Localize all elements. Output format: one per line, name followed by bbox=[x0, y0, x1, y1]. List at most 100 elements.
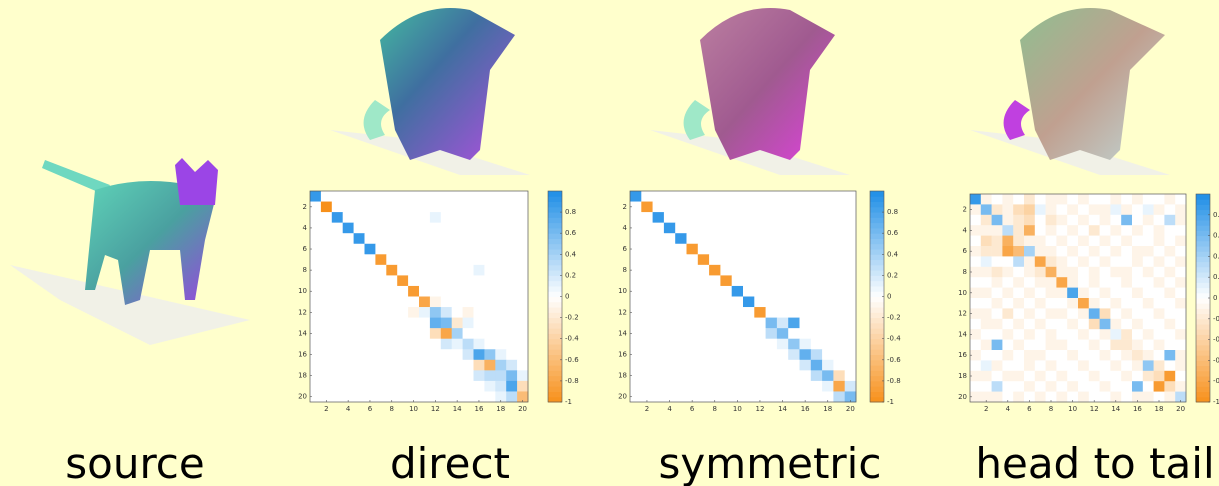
cell bbox=[777, 275, 789, 286]
cell bbox=[1067, 204, 1078, 215]
cell bbox=[430, 286, 441, 297]
cell bbox=[653, 233, 665, 244]
cell bbox=[343, 297, 354, 308]
cell bbox=[1056, 392, 1067, 403]
colorbar-step bbox=[1196, 324, 1210, 330]
cell bbox=[386, 254, 397, 265]
cell bbox=[833, 297, 845, 308]
colorbar-step bbox=[548, 207, 562, 213]
cell bbox=[1002, 288, 1013, 299]
cell bbox=[1035, 308, 1046, 319]
cell bbox=[386, 233, 397, 244]
colorbar-tick-label: 0.6 bbox=[887, 229, 899, 237]
colorbar-tick-label: 0.8 bbox=[565, 208, 576, 216]
cell bbox=[845, 370, 857, 381]
cell bbox=[1078, 360, 1089, 371]
colorbar-step bbox=[548, 244, 562, 250]
cell bbox=[1024, 381, 1035, 392]
cell bbox=[766, 233, 778, 244]
x-tick-label: 6 bbox=[690, 405, 695, 413]
cell bbox=[720, 254, 732, 265]
cell bbox=[833, 381, 845, 392]
cell bbox=[343, 328, 354, 339]
cell bbox=[419, 360, 430, 371]
cell bbox=[408, 370, 419, 381]
colorbar-step bbox=[548, 202, 562, 208]
cell bbox=[343, 233, 354, 244]
cell bbox=[1110, 277, 1121, 288]
cell bbox=[1024, 277, 1035, 288]
cell bbox=[732, 370, 744, 381]
colorbar-tick-label: 0.2 bbox=[887, 271, 898, 279]
x-tick-label: 20 bbox=[518, 405, 527, 413]
cell bbox=[506, 244, 517, 255]
cell bbox=[365, 286, 376, 297]
cell bbox=[517, 370, 528, 381]
cell bbox=[800, 254, 812, 265]
cell bbox=[1175, 225, 1186, 236]
colorbar-step bbox=[548, 297, 562, 303]
cell bbox=[1078, 246, 1089, 257]
cell bbox=[484, 370, 495, 381]
y-tick-label: 4 bbox=[963, 226, 968, 234]
cell bbox=[1067, 246, 1078, 257]
cell bbox=[845, 328, 857, 339]
cell bbox=[811, 244, 823, 255]
cell bbox=[474, 244, 485, 255]
cell bbox=[788, 191, 800, 202]
cell bbox=[845, 233, 857, 244]
cell bbox=[343, 307, 354, 318]
cell bbox=[800, 191, 812, 202]
cell bbox=[1143, 236, 1154, 247]
colorbar-step bbox=[548, 260, 562, 266]
cell bbox=[653, 339, 665, 350]
cell bbox=[1078, 298, 1089, 309]
cell bbox=[1013, 308, 1024, 319]
cell bbox=[343, 275, 354, 286]
cell bbox=[630, 233, 642, 244]
cell bbox=[397, 286, 408, 297]
cell bbox=[675, 381, 687, 392]
cell bbox=[354, 212, 365, 223]
x-tick-label: 14 bbox=[453, 405, 462, 413]
cell bbox=[354, 286, 365, 297]
cell bbox=[375, 244, 386, 255]
cell bbox=[970, 381, 981, 392]
cell bbox=[833, 244, 845, 255]
cell bbox=[732, 297, 744, 308]
cell bbox=[743, 339, 755, 350]
colorbar-step bbox=[870, 365, 884, 371]
cell bbox=[687, 370, 699, 381]
x-tick-label: 14 bbox=[778, 405, 787, 413]
cell bbox=[1110, 204, 1121, 215]
cell bbox=[777, 202, 789, 213]
cell bbox=[1100, 350, 1111, 361]
cell bbox=[517, 244, 528, 255]
cell bbox=[452, 370, 463, 381]
cell bbox=[1002, 215, 1013, 226]
colorbar-step bbox=[870, 339, 884, 345]
cell bbox=[698, 391, 710, 402]
cell bbox=[1110, 329, 1121, 340]
colorbar-step bbox=[1196, 392, 1210, 398]
cell bbox=[822, 360, 834, 371]
cell bbox=[641, 381, 653, 392]
cell bbox=[1121, 204, 1132, 215]
cell bbox=[452, 360, 463, 371]
colorbar-step bbox=[870, 318, 884, 324]
cell bbox=[981, 267, 992, 278]
cell bbox=[321, 244, 332, 255]
cell bbox=[430, 381, 441, 392]
cell bbox=[1002, 340, 1013, 351]
cell bbox=[506, 275, 517, 286]
cell bbox=[675, 212, 687, 223]
cell bbox=[474, 202, 485, 213]
cell bbox=[641, 286, 653, 297]
cell bbox=[1002, 381, 1013, 392]
cell bbox=[354, 391, 365, 402]
colorbar-step bbox=[870, 223, 884, 229]
cell bbox=[811, 370, 823, 381]
cell bbox=[1056, 371, 1067, 382]
colorbar-step bbox=[870, 275, 884, 281]
cell bbox=[788, 360, 800, 371]
